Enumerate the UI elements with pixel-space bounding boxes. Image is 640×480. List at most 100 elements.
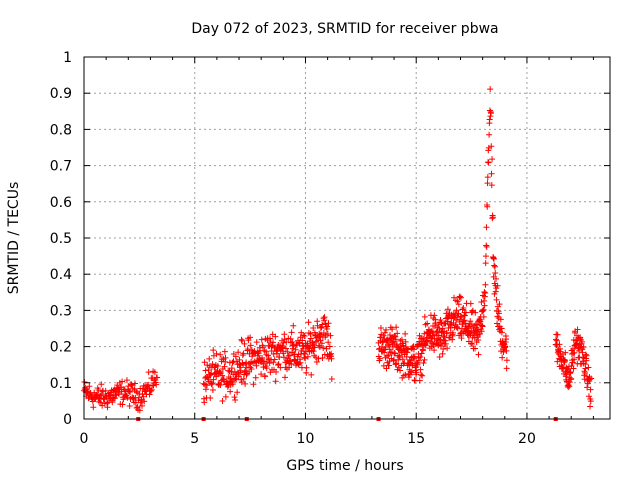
data-point <box>128 382 135 389</box>
data-point <box>303 364 310 371</box>
data-point <box>201 359 208 366</box>
data-point <box>140 393 147 400</box>
data-point <box>416 377 423 384</box>
data-point <box>316 343 323 350</box>
data-point <box>235 349 242 356</box>
data-point <box>556 345 563 352</box>
data-point <box>487 110 494 117</box>
data-point <box>556 341 563 348</box>
data-point <box>280 350 287 357</box>
data-point <box>571 349 578 356</box>
data-point <box>402 338 409 345</box>
data-point <box>209 387 216 394</box>
data-point <box>584 384 591 391</box>
data-point <box>136 407 143 414</box>
data-point <box>396 352 403 359</box>
data-point <box>588 375 595 382</box>
data-point <box>411 377 418 384</box>
data-point <box>301 354 308 361</box>
data-point <box>475 336 482 343</box>
data-point <box>210 347 217 354</box>
data-point <box>400 360 407 367</box>
data-point <box>210 376 217 383</box>
data-point <box>145 369 152 376</box>
data-point <box>222 354 229 361</box>
data-point <box>480 306 487 313</box>
data-point <box>238 336 245 343</box>
data-point <box>485 159 492 166</box>
data-point <box>422 321 429 328</box>
data-point <box>489 214 496 221</box>
data-point <box>395 356 402 363</box>
data-point <box>326 343 333 350</box>
data-point <box>499 354 506 361</box>
data-point <box>484 174 491 181</box>
data-point <box>328 355 335 362</box>
data-point <box>227 388 234 395</box>
x-tick-labels: 0 5 10 15 20 <box>80 431 536 447</box>
data-point <box>131 380 138 387</box>
data-point <box>255 352 262 359</box>
data-point <box>235 373 242 380</box>
data-point <box>90 404 97 411</box>
data-point <box>271 356 278 363</box>
data-point <box>554 331 561 338</box>
data-point <box>154 374 161 381</box>
data-point <box>415 357 422 364</box>
data-point <box>277 364 284 371</box>
chart-title: Day 072 of 2023, SRMTID for receiver pbw… <box>191 21 498 37</box>
data-point <box>207 371 214 378</box>
data-point <box>400 342 407 349</box>
data-point <box>238 379 245 386</box>
data-point <box>86 383 93 390</box>
data-point <box>288 361 295 368</box>
data-point <box>480 313 487 320</box>
data-point <box>574 326 581 333</box>
data-point <box>207 394 214 401</box>
data-point <box>253 362 260 369</box>
data-point <box>151 369 158 376</box>
data-point <box>397 367 404 374</box>
data-point <box>474 334 481 341</box>
data-point <box>292 346 299 353</box>
data-point <box>284 348 291 355</box>
data-point <box>393 324 400 331</box>
data-point <box>479 323 486 330</box>
data-point <box>439 325 446 332</box>
data-point <box>295 360 302 367</box>
data-point <box>569 359 576 366</box>
data-point <box>385 342 392 349</box>
data-point <box>490 255 497 262</box>
data-point <box>208 370 215 377</box>
data-point <box>279 343 286 350</box>
data-point <box>391 333 398 340</box>
data-point <box>566 383 573 390</box>
data-point <box>231 368 238 375</box>
data-point <box>471 335 478 342</box>
data-point <box>503 365 510 372</box>
data-point <box>486 107 493 114</box>
data-point <box>417 354 424 361</box>
data-point <box>435 342 442 349</box>
data-point <box>308 371 315 378</box>
data-point <box>205 366 212 373</box>
data-point <box>498 329 505 336</box>
data-point <box>475 351 482 358</box>
data-point <box>453 317 460 324</box>
data-point <box>280 354 287 361</box>
data-point <box>437 317 444 324</box>
data-point <box>456 293 463 300</box>
data-point <box>252 374 259 381</box>
x-tick-label: 0 <box>80 431 89 447</box>
data-point <box>242 380 249 387</box>
data-point <box>482 281 489 288</box>
data-point <box>488 182 495 189</box>
data-point <box>376 355 383 362</box>
data-point <box>403 353 410 360</box>
data-point <box>240 361 247 368</box>
data-point <box>444 345 451 352</box>
data-point <box>383 326 390 333</box>
data-point <box>381 349 388 356</box>
data-point <box>497 316 504 323</box>
data-point <box>494 282 501 289</box>
